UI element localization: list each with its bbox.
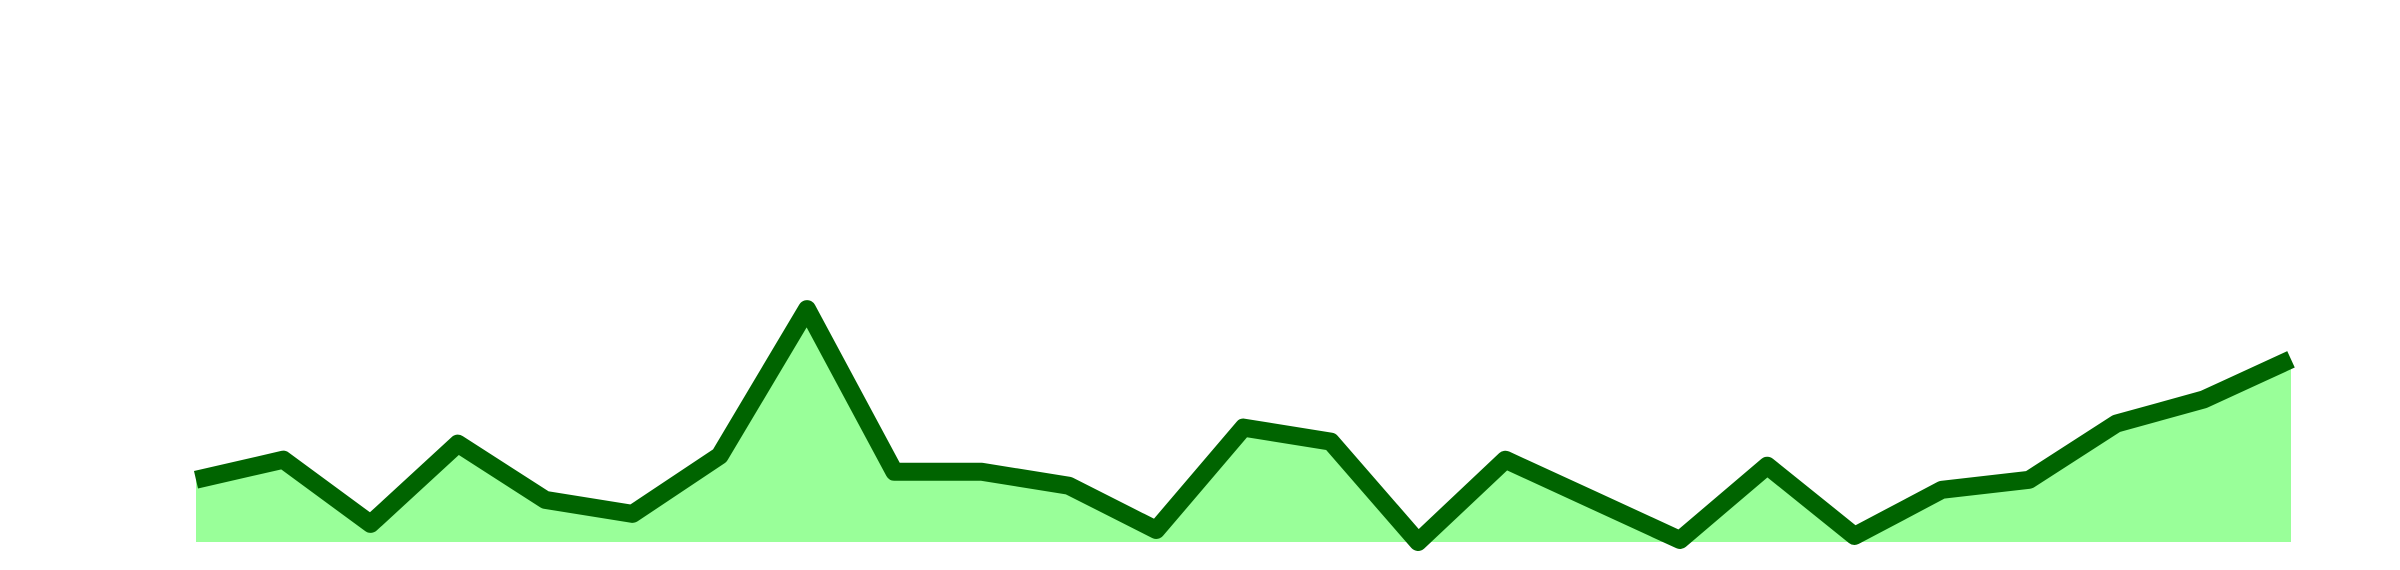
- line-layer: [193, 300, 2295, 551]
- series-area-0: [196, 309, 2291, 542]
- area-layer: [196, 309, 2291, 542]
- series-line-0: [193, 300, 2295, 551]
